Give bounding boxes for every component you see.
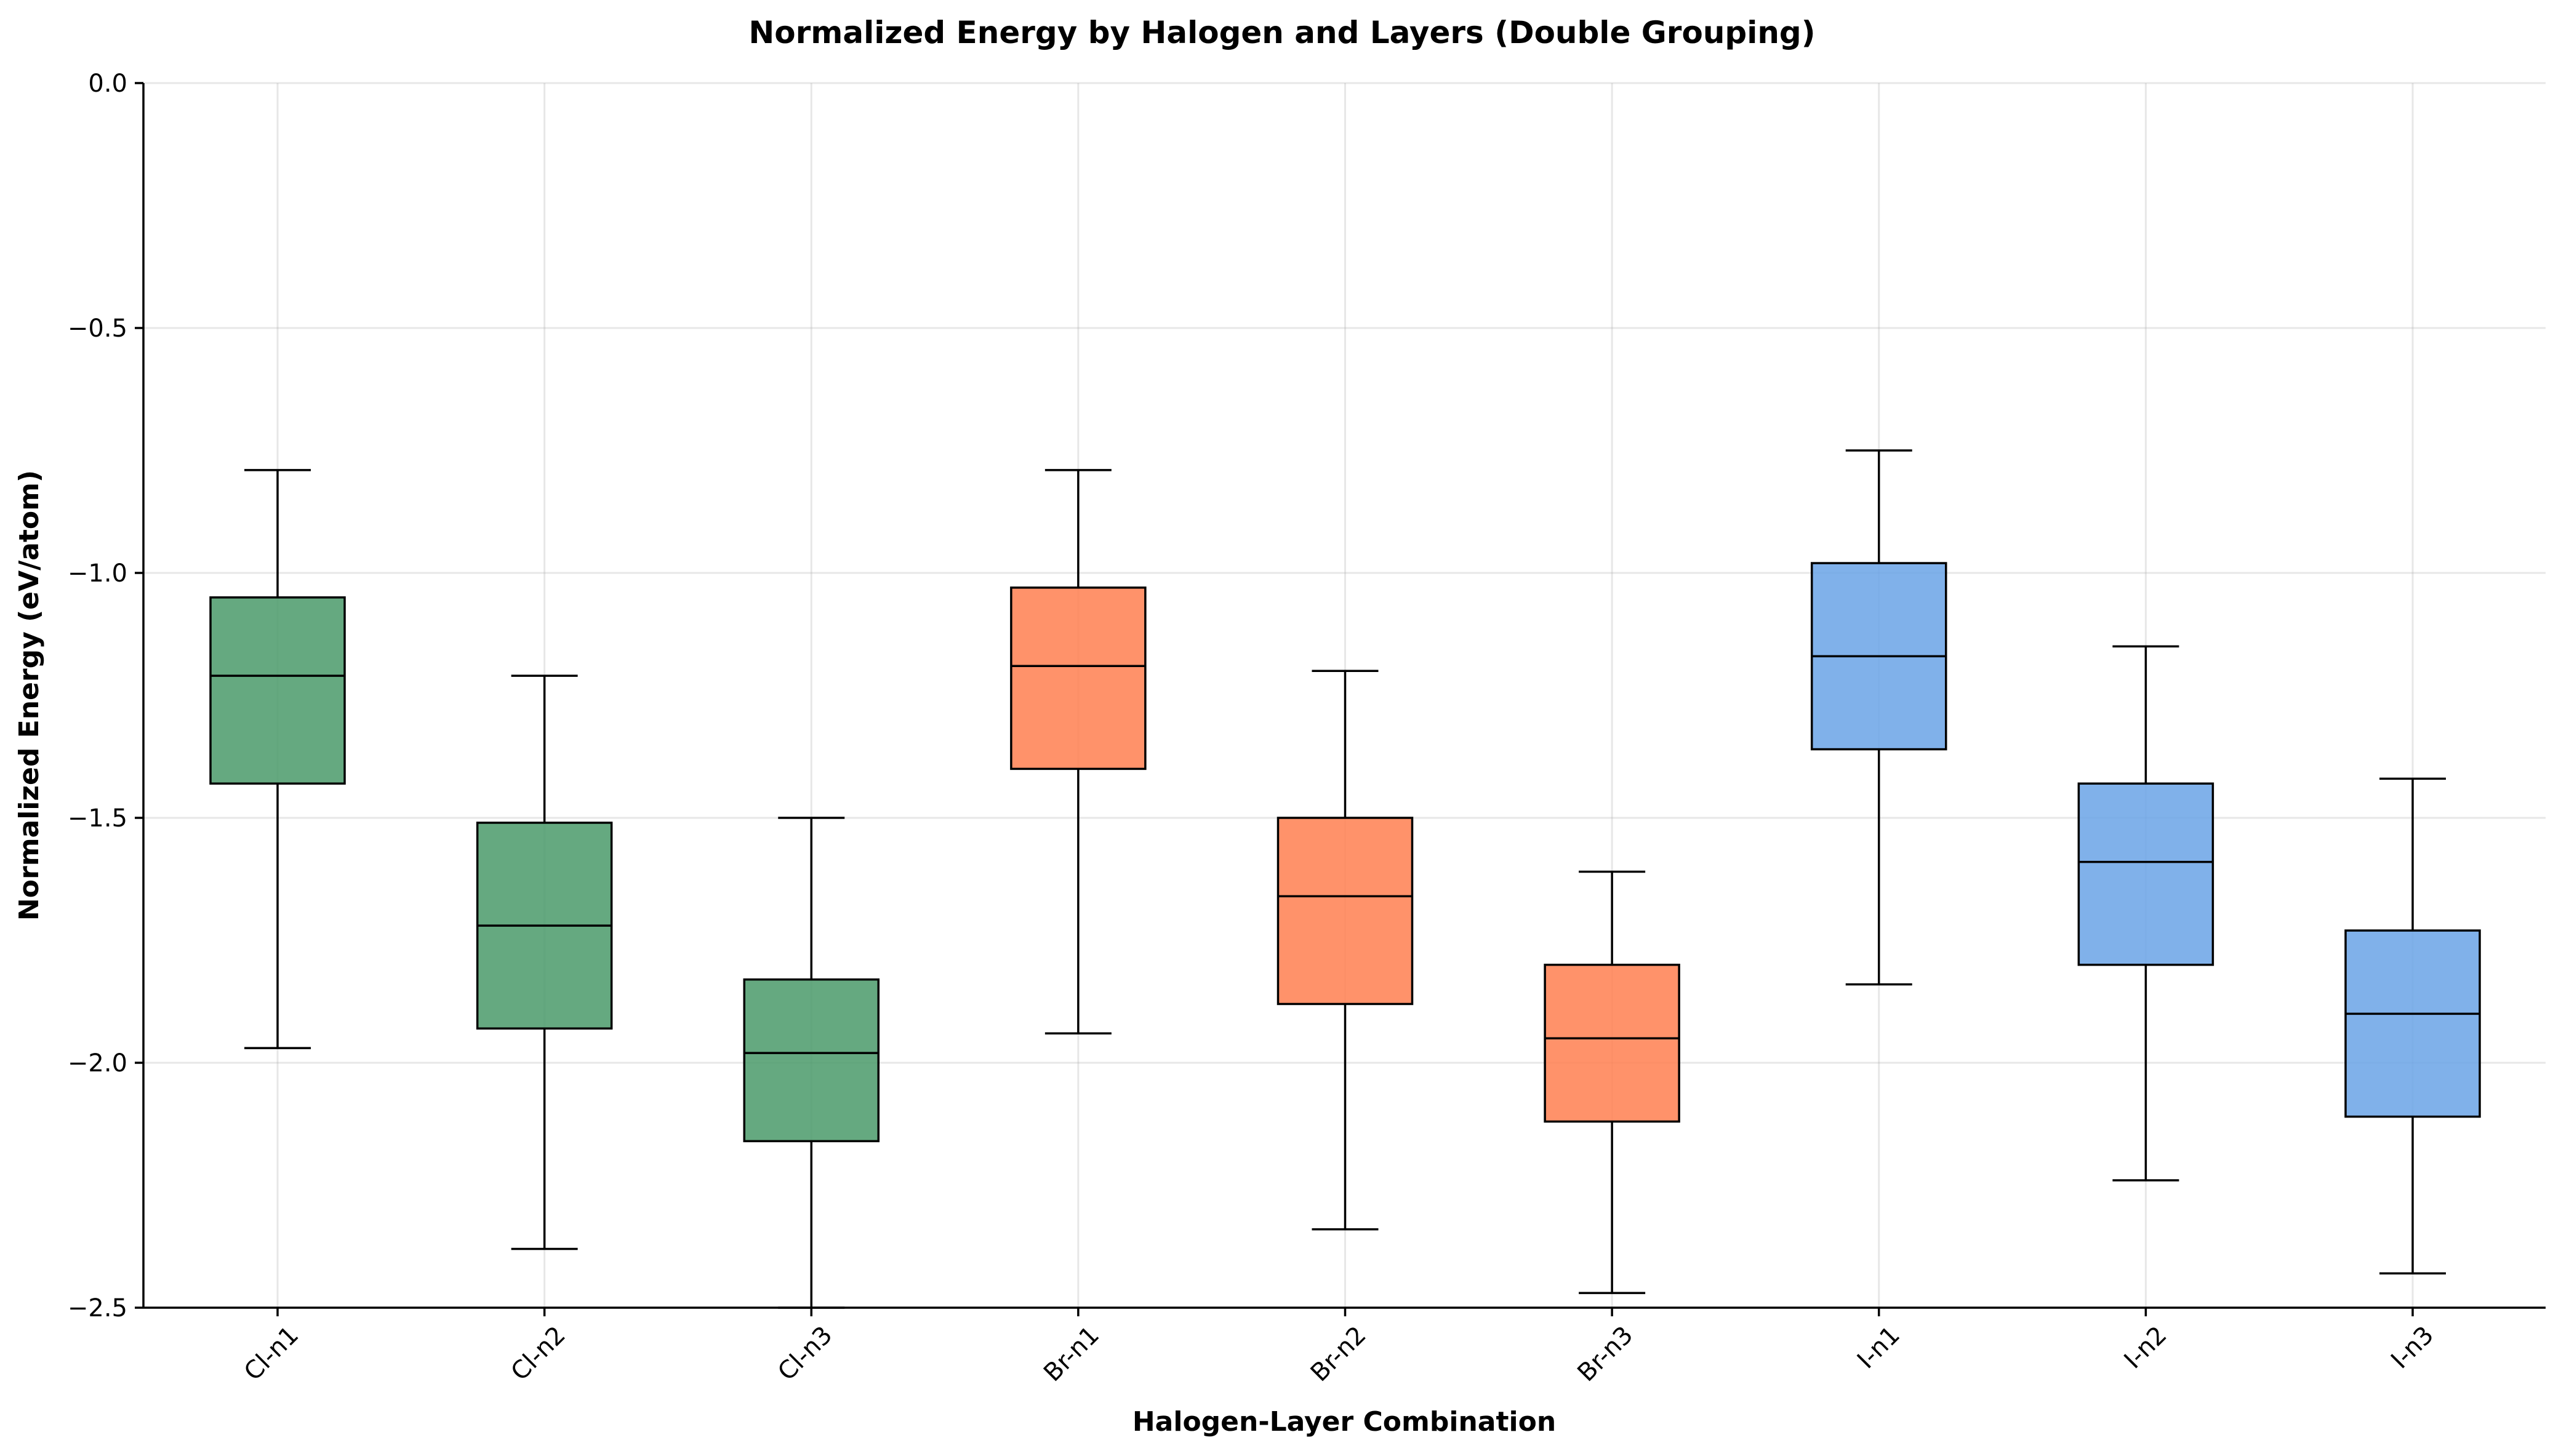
x-tick-label: I-n2 — [2119, 1321, 2173, 1374]
box-br-n3 — [1544, 870, 1680, 1294]
x-ticks: Cl-n1 Cl-n2 Cl-n3 Br-n1 Br-n2 Br-n3 I-n1 I-n2 I-… — [239, 1308, 2439, 1387]
x-tick-label: Cl-n3 — [772, 1321, 838, 1386]
box-cl-n3 — [743, 817, 880, 1309]
box-br-n2 — [1276, 670, 1414, 1231]
iqr-box — [743, 978, 880, 1143]
x-tick-label: Cl-n1 — [239, 1321, 304, 1386]
iqr-box — [2077, 782, 2214, 966]
y-tick-label: −1.5 — [68, 804, 127, 833]
x-tick-label: I-n1 — [1852, 1321, 1906, 1374]
iqr-box — [1010, 586, 1147, 770]
y-tick-label: 0.0 — [88, 70, 127, 98]
box-cl-n2 — [476, 674, 613, 1250]
y-tick-label: −2.5 — [68, 1294, 127, 1322]
y-tick-label: −2.0 — [68, 1049, 127, 1078]
box-br-n1 — [1010, 469, 1147, 1034]
iqr-box — [1544, 964, 1680, 1123]
chart-title: Normalized Energy by Halogen and Layers … — [748, 15, 1815, 50]
box-cl-n1 — [209, 469, 346, 1049]
iqr-box — [2344, 929, 2481, 1118]
box-i-n3 — [2344, 777, 2481, 1275]
x-tick-label: Br-n2 — [1305, 1321, 1372, 1387]
x-tick-label: Br-n3 — [1572, 1321, 1638, 1387]
box-series — [209, 449, 2481, 1309]
x-axis-label: Halogen-Layer Combination — [1132, 1406, 1556, 1438]
x-tick-label: Br-n1 — [1038, 1321, 1105, 1387]
x-tick-label: Cl-n2 — [506, 1321, 571, 1386]
y-axis-label: Normalized Energy (eV/atom) — [14, 470, 45, 921]
y-tick-label: −0.5 — [68, 314, 127, 343]
y-tick-label: −1.0 — [68, 559, 127, 588]
box-i-n2 — [2077, 645, 2214, 1182]
iqr-box — [209, 596, 346, 785]
x-tick-label: I-n3 — [2386, 1321, 2439, 1374]
y-ticks: 0.0 −0.5 −1.0 −1.5 −2.0 −2.5 — [68, 70, 143, 1322]
iqr-box — [1276, 817, 1414, 1006]
box-i-n1 — [1811, 449, 1947, 986]
